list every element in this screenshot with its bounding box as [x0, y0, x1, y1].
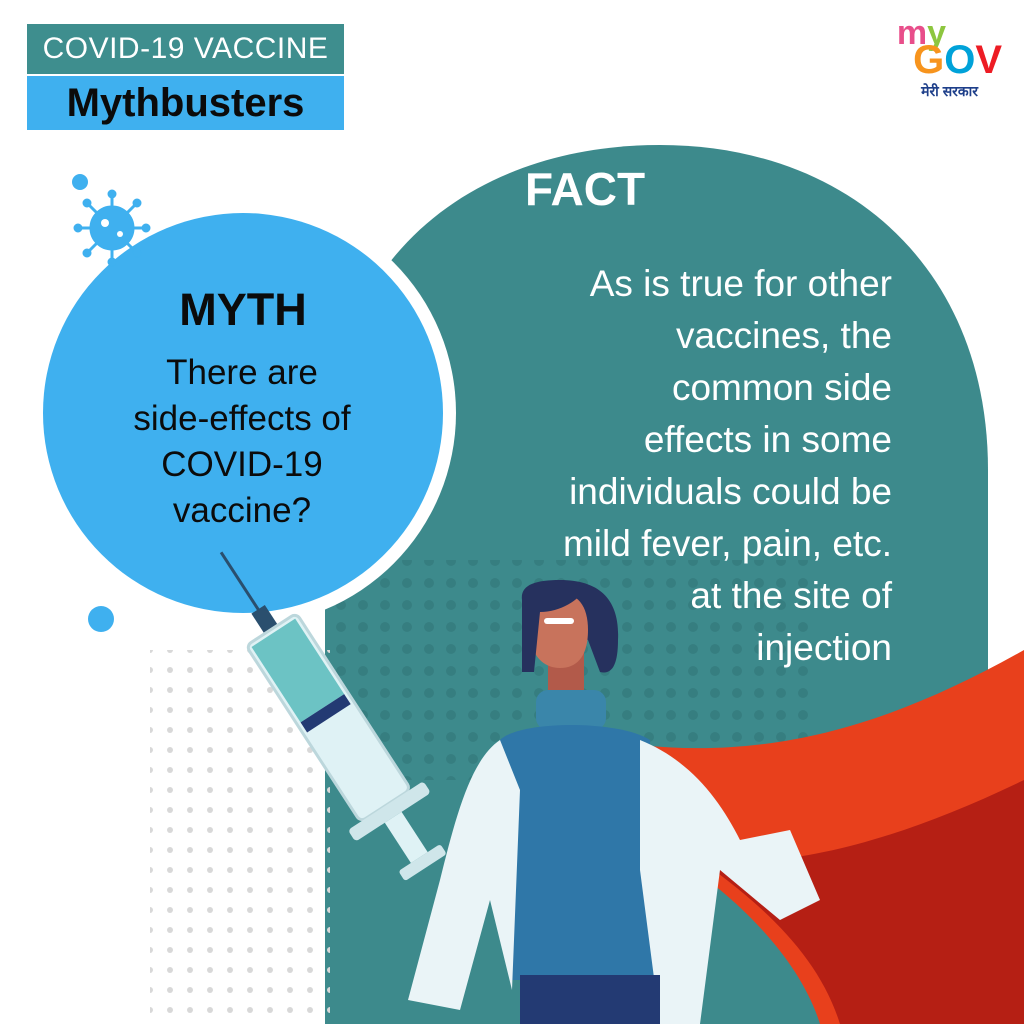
mygov-logo-gov: GOV — [913, 40, 1002, 80]
myth-title: MYTH — [179, 284, 307, 335]
decor-dot — [72, 174, 88, 190]
series-title: Mythbusters — [27, 76, 344, 130]
fact-line: mild fever, pain, etc. — [562, 523, 892, 564]
fact-line: effects in some — [643, 419, 892, 460]
myth-circle — [43, 213, 443, 613]
fact-line: vaccines, the — [676, 315, 892, 356]
myth-line: side-effects of — [133, 399, 351, 438]
cape-shadow — [700, 780, 1024, 1024]
syringe-icon — [219, 551, 446, 881]
fact-title: FACT — [524, 163, 646, 215]
logo-letter: m — [896, 14, 928, 52]
logo-letter: y — [927, 14, 946, 52]
logo-letter: G — [913, 38, 945, 82]
mygov-logo-my: my — [897, 16, 946, 50]
myth-line: COVID-19 — [161, 445, 323, 484]
fact-line: common side — [671, 367, 892, 408]
fact-text: As is true for other vaccines, the commo… — [440, 258, 892, 674]
superhero-doctor-illustration — [408, 580, 820, 1024]
fact-line: injection — [756, 627, 892, 668]
fact-line: As is true for other — [589, 263, 892, 304]
topic-banner: COVID-19 VACCINE — [27, 24, 344, 74]
myth-line: vaccine? — [172, 491, 312, 530]
logo-letter: O — [944, 38, 976, 82]
logo-letter: V — [975, 38, 1002, 82]
myth-line: There are — [166, 353, 318, 392]
fact-line: individuals could be — [569, 471, 892, 512]
mygov-tagline: मेरी सरकार — [921, 83, 978, 99]
fact-line: at the site of — [690, 575, 892, 616]
myth-text: There are side-effects of COVID-19 vacci… — [92, 350, 392, 534]
decor-dot — [88, 606, 114, 632]
virus-icon — [73, 189, 151, 267]
